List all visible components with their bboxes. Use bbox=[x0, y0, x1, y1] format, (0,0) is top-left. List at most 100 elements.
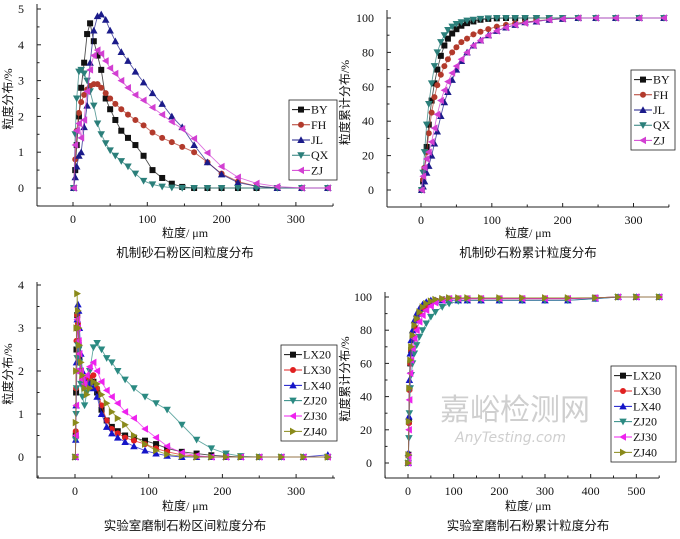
legend-label: QX bbox=[653, 118, 671, 132]
legend-label: ZJ30 bbox=[303, 409, 327, 423]
data-point bbox=[90, 378, 98, 386]
data-point bbox=[122, 421, 129, 429]
data-point bbox=[410, 334, 418, 343]
data-point bbox=[425, 130, 432, 137]
data-point bbox=[113, 368, 122, 375]
data-point bbox=[83, 101, 91, 109]
data-point bbox=[89, 344, 98, 352]
data-point bbox=[441, 63, 448, 70]
data-point bbox=[73, 367, 80, 375]
data-point bbox=[190, 134, 198, 143]
data-point bbox=[532, 17, 540, 26]
legend-entry: ZJ40 bbox=[284, 424, 327, 438]
data-point bbox=[113, 433, 122, 441]
data-point bbox=[77, 66, 85, 74]
data-point bbox=[437, 39, 445, 46]
data-point bbox=[234, 178, 242, 186]
data-point bbox=[408, 326, 417, 334]
data-point bbox=[444, 88, 452, 95]
data-point bbox=[437, 52, 444, 59]
y-tick-label: 60 bbox=[360, 356, 372, 370]
data-point bbox=[101, 140, 110, 147]
data-point bbox=[114, 430, 121, 437]
data-point bbox=[470, 31, 477, 38]
legend-entry: ZJ30 bbox=[284, 409, 327, 423]
data-point bbox=[86, 66, 94, 74]
y-tick-label: 20 bbox=[362, 149, 374, 163]
x-axis-label: 粒度/ μm bbox=[505, 225, 552, 240]
data-point bbox=[149, 129, 156, 136]
data-point bbox=[448, 23, 456, 31]
data-point bbox=[455, 294, 462, 302]
data-point bbox=[153, 446, 160, 455]
legend-label: LX20 bbox=[633, 369, 661, 383]
data-point bbox=[81, 91, 88, 98]
data-point bbox=[434, 82, 441, 89]
legend-entry: BY bbox=[634, 73, 670, 87]
data-point bbox=[558, 15, 566, 23]
data-point bbox=[80, 70, 88, 78]
data-point bbox=[106, 64, 114, 72]
series-line bbox=[421, 17, 664, 191]
data-point bbox=[89, 384, 98, 392]
data-point bbox=[422, 155, 430, 163]
x-axis-label: 粒度/ μm bbox=[162, 498, 209, 513]
x-tick-label: 0 bbox=[405, 484, 411, 498]
x-tick-label: 400 bbox=[582, 484, 600, 498]
data-point bbox=[114, 414, 122, 423]
legend-marker bbox=[289, 397, 297, 405]
data-point bbox=[413, 314, 421, 323]
data-point bbox=[140, 122, 147, 129]
data-point bbox=[158, 110, 166, 119]
data-point bbox=[449, 30, 456, 37]
data-point bbox=[412, 326, 420, 334]
watermark: 嘉峪检测网 AnyTesting.com bbox=[440, 393, 590, 446]
data-point bbox=[72, 126, 80, 135]
data-point bbox=[140, 152, 147, 159]
legend-marker bbox=[620, 388, 626, 394]
data-point bbox=[139, 177, 148, 185]
data-point bbox=[324, 184, 331, 192]
data-point bbox=[217, 185, 226, 192]
data-point bbox=[458, 39, 465, 46]
data-point bbox=[90, 26, 98, 34]
y-tick-label: 2 bbox=[18, 364, 24, 378]
data-point bbox=[190, 141, 198, 149]
legend-marker bbox=[640, 76, 646, 83]
legend-label: BY bbox=[653, 73, 670, 87]
data-point bbox=[412, 342, 421, 349]
data-point bbox=[97, 50, 105, 58]
data-point bbox=[430, 124, 438, 132]
data-point bbox=[141, 393, 149, 401]
legend-label: ZJ20 bbox=[303, 394, 327, 408]
watermark-subtext: AnyTesting.com bbox=[454, 430, 566, 446]
data-point bbox=[252, 179, 260, 188]
data-point bbox=[72, 418, 80, 427]
data-point bbox=[111, 69, 119, 78]
data-point bbox=[208, 453, 216, 461]
data-point bbox=[423, 299, 431, 308]
data-point bbox=[112, 100, 119, 107]
series-zj bbox=[69, 46, 331, 192]
series-line bbox=[421, 17, 664, 191]
data-point bbox=[478, 294, 485, 302]
data-point bbox=[77, 148, 85, 156]
data-point bbox=[139, 96, 147, 105]
legend-label: ZJ40 bbox=[303, 424, 327, 438]
data-point bbox=[107, 95, 114, 102]
data-point bbox=[130, 442, 138, 450]
data-point bbox=[124, 163, 132, 171]
data-point bbox=[463, 17, 471, 25]
data-point bbox=[484, 15, 493, 23]
x-tick-label: 0 bbox=[70, 212, 76, 226]
data-point bbox=[444, 27, 452, 34]
y-tick-label: 2 bbox=[18, 109, 24, 123]
data-point bbox=[564, 294, 572, 302]
legend-box bbox=[280, 344, 338, 442]
series-qx bbox=[417, 15, 668, 194]
legend-marker bbox=[619, 402, 627, 410]
data-point bbox=[130, 431, 138, 440]
